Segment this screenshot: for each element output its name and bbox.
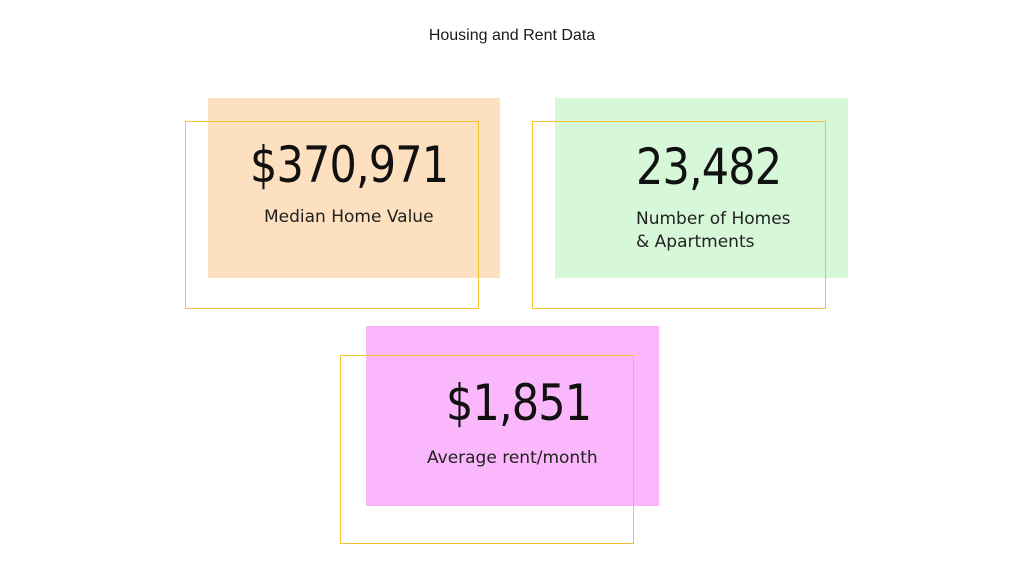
median-home-value-card-fill xyxy=(208,98,500,278)
homes-apartments-label-line-1: Number of Homes xyxy=(636,209,791,229)
median-home-value-number: $370,971 xyxy=(250,136,449,194)
homes-apartments-number: 23,482 xyxy=(636,138,782,196)
average-rent-card-fill xyxy=(366,326,659,506)
median-home-value-label: Median Home Value xyxy=(264,206,434,229)
homes-apartments-card-frame xyxy=(532,121,826,309)
median-home-value-label-line-1: Median Home Value xyxy=(264,207,434,227)
homes-apartments-card-fill xyxy=(555,98,848,278)
average-rent-number: $1,851 xyxy=(446,374,592,432)
average-rent-label: Average rent/month xyxy=(427,447,598,470)
page-title: Housing and Rent Data xyxy=(428,27,596,44)
median-home-value-card-frame xyxy=(185,121,479,309)
average-rent-card-frame xyxy=(340,355,634,544)
homes-apartments-label: Number of Homes & Apartments xyxy=(636,208,791,254)
average-rent-label-line-1: Average rent/month xyxy=(427,448,598,468)
homes-apartments-label-line-2: & Apartments xyxy=(636,232,755,252)
